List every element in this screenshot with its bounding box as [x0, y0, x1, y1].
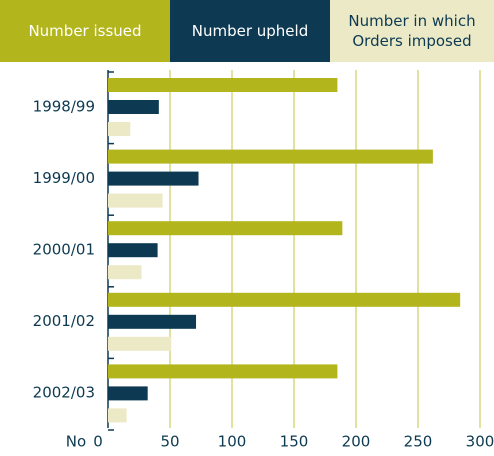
x-axis-label: No: [66, 433, 86, 451]
bar: [108, 386, 148, 401]
legend: Number issued Number upheld Number in whic…: [0, 0, 494, 62]
bar: [108, 243, 158, 258]
bar: [108, 364, 338, 379]
legend-entry: Number upheld: [170, 0, 330, 62]
y-tick-label: 2000/01: [33, 241, 95, 259]
y-tick-label: 1998/99: [33, 97, 95, 115]
legend-entry: Number issued: [0, 0, 170, 62]
bar: [108, 292, 461, 307]
bar: [108, 265, 142, 280]
x-tick-label: 150: [280, 433, 309, 451]
bar: [108, 314, 197, 329]
bar: [108, 171, 199, 186]
bar: [108, 100, 159, 114]
x-tick-label: 300: [466, 433, 494, 451]
bar: [108, 122, 131, 136]
bar: [108, 193, 163, 208]
x-tick-label: 0: [93, 433, 103, 451]
x-tick-label: 50: [160, 433, 179, 451]
bar: [108, 336, 172, 351]
y-tick-label: 2002/03: [33, 384, 95, 402]
legend-entry: Number in which Orders imposed: [330, 0, 494, 62]
bar: [108, 78, 338, 92]
x-tick-label: 200: [342, 433, 371, 451]
x-tick-label: 100: [218, 433, 247, 451]
bar: [108, 221, 343, 236]
y-tick-label: 2001/02: [33, 312, 95, 330]
bar: [108, 408, 127, 423]
y-tick-label: 1999/00: [33, 169, 95, 187]
x-tick-label: 250: [404, 433, 433, 451]
bar: [108, 149, 433, 164]
